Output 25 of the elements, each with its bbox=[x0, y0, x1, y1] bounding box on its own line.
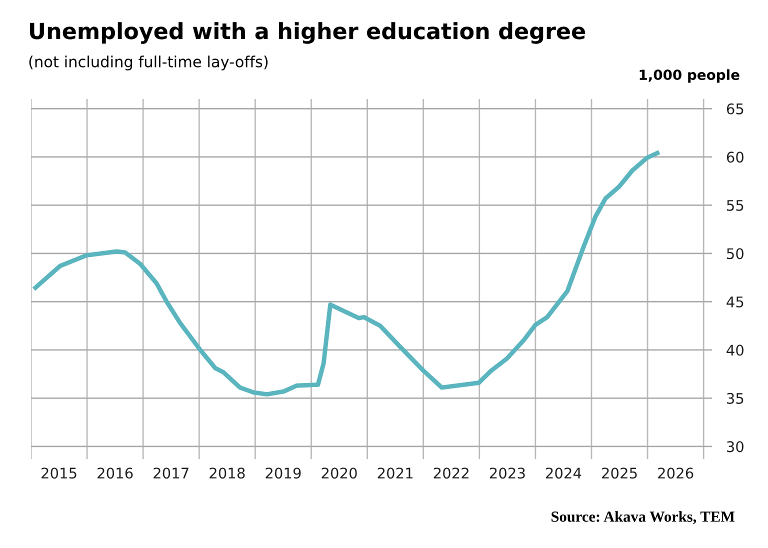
line-series bbox=[32, 150, 662, 397]
x-tick-label: 2024 bbox=[546, 468, 582, 479]
x-tick-label: 2025 bbox=[602, 468, 637, 479]
chart-subtitle: (not including full-time lay-offs) bbox=[29, 56, 268, 70]
y-tick-label: 35 bbox=[727, 392, 744, 404]
x-tick-label: 2015 bbox=[42, 468, 76, 479]
x-tick-label: 2019 bbox=[266, 468, 301, 479]
x-tick-label: 2021 bbox=[378, 468, 413, 479]
x-tick-label: 2016 bbox=[98, 468, 133, 479]
y-tick-label: 50 bbox=[727, 248, 744, 260]
y-tick-label: 60 bbox=[726, 152, 744, 163]
x-tick-label: 2018 bbox=[210, 468, 245, 479]
y-tick-label: 30 bbox=[727, 441, 744, 452]
y-tick-label: 40 bbox=[726, 344, 744, 356]
y-tick-label: 65 bbox=[726, 103, 744, 114]
x-tick-label: 2023 bbox=[490, 468, 525, 479]
y-tick-label: 45 bbox=[726, 296, 744, 308]
y-tick-label: 55 bbox=[727, 200, 744, 211]
x-tick-label: 2022 bbox=[434, 468, 468, 479]
source-note: Source: Akava Works, TEM bbox=[552, 511, 735, 524]
x-tick-label: 2026 bbox=[658, 468, 694, 479]
x-tick-label: 2020 bbox=[322, 468, 357, 479]
y-axis-title: 1,000 people bbox=[640, 69, 740, 83]
chart-title: Unemployed with a higher education degree bbox=[30, 22, 586, 44]
x-tick-label: 2017 bbox=[154, 468, 188, 479]
